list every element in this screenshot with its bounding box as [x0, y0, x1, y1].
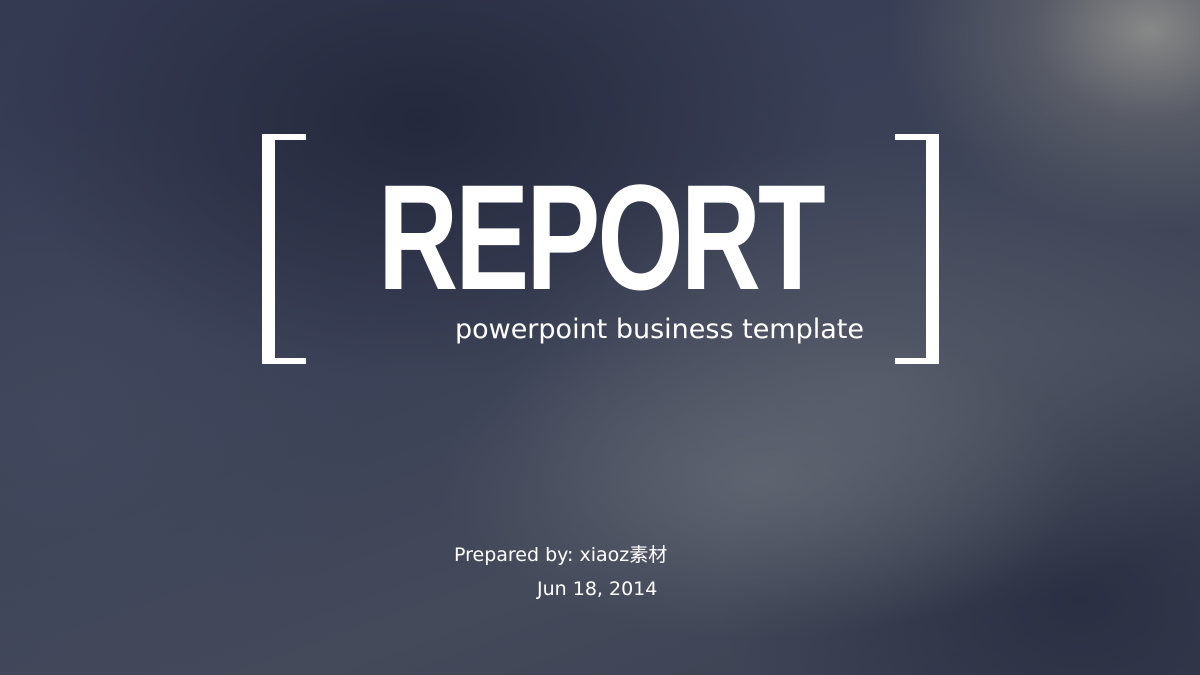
left-bracket-decoration — [262, 134, 306, 364]
date-text: Jun 18, 2014 — [537, 578, 658, 600]
right-bracket-decoration — [895, 134, 939, 364]
slide-subtitle: powerpoint business template — [454, 314, 864, 345]
slide-title: REPORT — [378, 153, 826, 321]
prepared-by-text: Prepared by: xiaoz素材 — [454, 544, 668, 566]
